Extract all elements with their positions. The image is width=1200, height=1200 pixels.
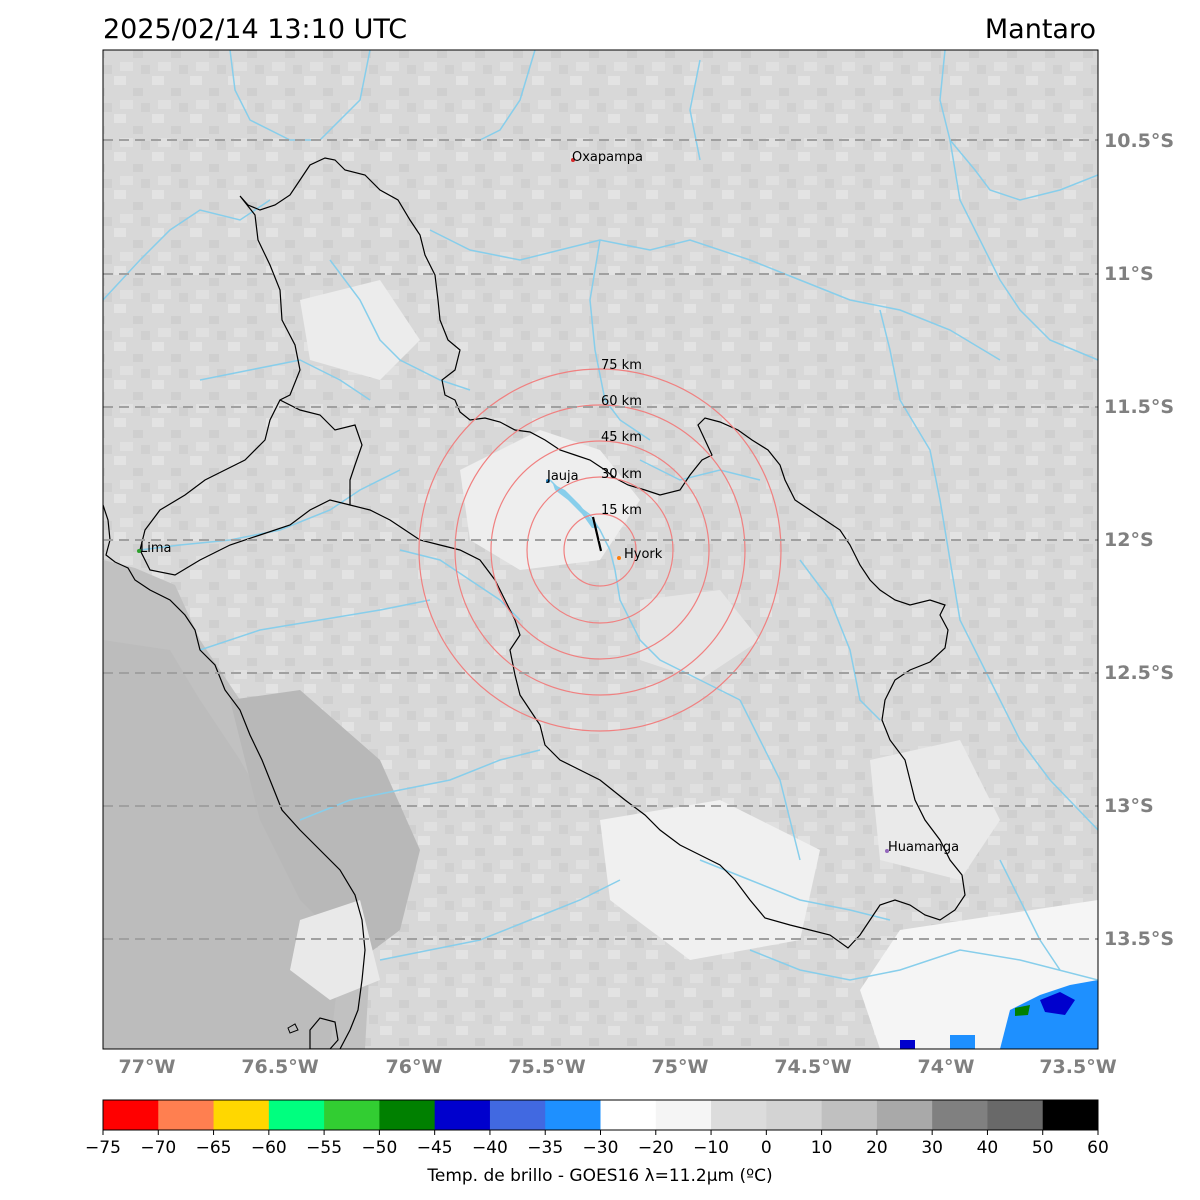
lat-label: 12.5°S (1104, 662, 1174, 684)
colorbar-tick-label: −40 (472, 1138, 508, 1158)
colorbar-swatch (876, 1100, 933, 1130)
ring-label-60km: 60 km (601, 394, 642, 409)
city-label-jauja: Jauja (546, 469, 579, 484)
colorbar-tick-label: 40 (977, 1138, 999, 1158)
colorbar-tick-label: −60 (251, 1138, 287, 1158)
colorbar-swatch (379, 1100, 436, 1130)
city-marker-lima (137, 549, 141, 553)
city-label-oxapampa: Oxapampa (572, 150, 643, 165)
city-label-hyork: Hyork (624, 547, 663, 562)
colorbar-tick-label: −65 (196, 1138, 232, 1158)
colorbar-tick-label: −30 (583, 1138, 619, 1158)
lat-label: 11°S (1104, 263, 1154, 285)
lon-label: 77°W (119, 1056, 176, 1078)
lat-label: 13°S (1104, 795, 1154, 817)
colorbar-swatch (434, 1100, 491, 1130)
lon-label: 74°W (918, 1056, 975, 1078)
map-title: 2025/02/14 13:10 UTC (103, 14, 408, 45)
colorbar-tick-label: −50 (361, 1138, 397, 1158)
lat-label: 10.5°S (1104, 130, 1174, 152)
satellite-imagery (103, 50, 1098, 1049)
lon-label: 76°W (386, 1056, 443, 1078)
colorbar-tick-label: −55 (306, 1138, 342, 1158)
colorbar-tick-label: −35 (527, 1138, 563, 1158)
colorbar-swatch (103, 1100, 159, 1130)
colorbar-swatch (600, 1100, 657, 1130)
lon-label: 76.5°W (241, 1056, 318, 1078)
colorbar-swatch (711, 1100, 767, 1130)
city-marker-hyork (617, 556, 621, 560)
colorbar-swatch (324, 1100, 380, 1130)
colorbar-swatch (932, 1100, 988, 1130)
colorbar-tick-label: −10 (693, 1138, 729, 1158)
lat-label: 13.5°S (1104, 928, 1174, 950)
lat-label: 11.5°S (1104, 396, 1174, 418)
colorbar-swatch (489, 1100, 546, 1130)
colorbar-tick-label: −70 (140, 1138, 176, 1158)
colorbar-swatch (213, 1100, 270, 1130)
colorbar-label: Temp. de brillo - GOES16 λ=11.2μm (ºC) (426, 1166, 772, 1186)
colorbar-tick-label: 10 (811, 1138, 833, 1158)
lon-label: 75.5°W (508, 1056, 585, 1078)
lon-label: 75°W (652, 1056, 709, 1078)
lat-label: 12°S (1104, 529, 1154, 551)
colorbar-swatch (1042, 1100, 1099, 1130)
ring-label-45km: 45 km (601, 430, 642, 445)
colorbar-tick-label: 50 (1032, 1138, 1054, 1158)
city-marker-oxapampa (571, 158, 575, 162)
colorbar-swatch (821, 1100, 878, 1130)
colorbar-swatch (545, 1100, 601, 1130)
colorbar-swatch (987, 1100, 1044, 1130)
colorbar-tick-label: 0 (761, 1138, 772, 1158)
colorbar-tick-label: 60 (1087, 1138, 1109, 1158)
city-label-lima: Lima (140, 541, 171, 556)
city-marker-jauja (546, 479, 550, 483)
lon-label: 74.5°W (774, 1056, 851, 1078)
colorbar-swatch (268, 1100, 325, 1130)
ring-label-75km: 75 km (601, 358, 642, 373)
colorbar-tick-label: −45 (417, 1138, 453, 1158)
colorbar-swatch (655, 1100, 712, 1130)
colorbar-tick-label: 30 (921, 1138, 943, 1158)
lon-label: 73.5°W (1039, 1056, 1116, 1078)
colorbar: −75 −70 −65 −60 −55 −50 −45 −40 −35 −30 −20 −10 0 10 2… (85, 1099, 1109, 1158)
colorbar-tick-label: −75 (85, 1138, 121, 1158)
ring-label-30km: 30 km (601, 467, 642, 482)
city-marker-huamanga (885, 849, 889, 853)
city-label-huamanga: Huamanga (888, 840, 959, 855)
colorbar-swatch (158, 1100, 215, 1130)
colorbar-tick-label: 20 (866, 1138, 888, 1158)
colorbar-tick-label: −20 (638, 1138, 674, 1158)
region-name: Mantaro (984, 14, 1096, 45)
colorbar-swatch (766, 1100, 823, 1130)
ring-label-15km: 15 km (601, 503, 642, 518)
